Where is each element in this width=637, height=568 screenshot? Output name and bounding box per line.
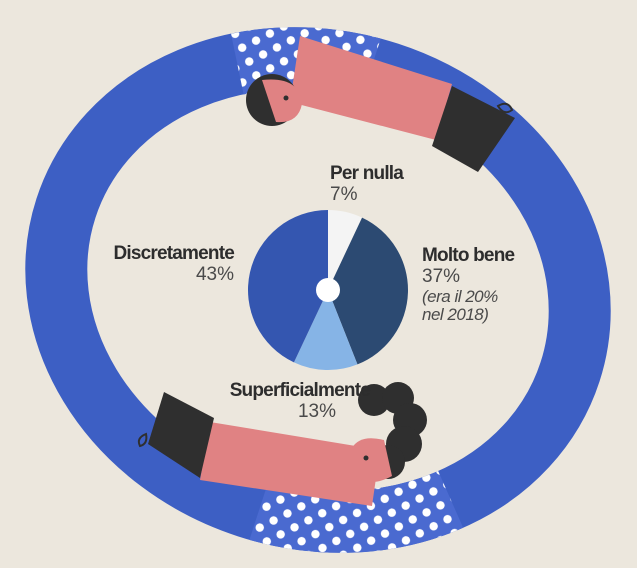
label-superficialmente-value: 13%	[297, 400, 336, 422]
pie-slice-molto-bene	[328, 217, 408, 365]
label-per-nulla-name: Per nulla	[330, 163, 404, 184]
label-per-nulla-value: 7%	[330, 183, 358, 205]
label-per-nulla: Per nulla 7%	[330, 163, 404, 206]
person-top-illustration	[246, 36, 515, 172]
label-discretamente: Discretamente 43%	[100, 243, 234, 286]
donut-hole	[316, 278, 340, 302]
label-molto-bene-note-1: (era il 20%	[422, 286, 498, 306]
pie-slice-discretamente	[247, 210, 328, 363]
label-molto-bene-value: 37%	[422, 265, 461, 287]
label-discretamente-name: Discretamente	[113, 243, 234, 264]
label-molto-bene-note-2: nel 2018)	[422, 305, 489, 325]
pie-chart	[247, 210, 408, 370]
pie-slice-per-nulla	[328, 210, 363, 290]
person-bottom-illustration	[137, 382, 427, 506]
label-molto-bene: Molto bene 37% (era il 20% nel 2018)	[422, 245, 515, 325]
label-superficialmente-name: Superficialmente	[229, 380, 371, 401]
label-discretamente-value: 43%	[195, 263, 234, 285]
label-molto-bene-name: Molto bene	[422, 245, 515, 266]
label-superficialmente: Superficialmente 13%	[210, 380, 371, 423]
pie-slice-superficialmente	[293, 290, 358, 370]
